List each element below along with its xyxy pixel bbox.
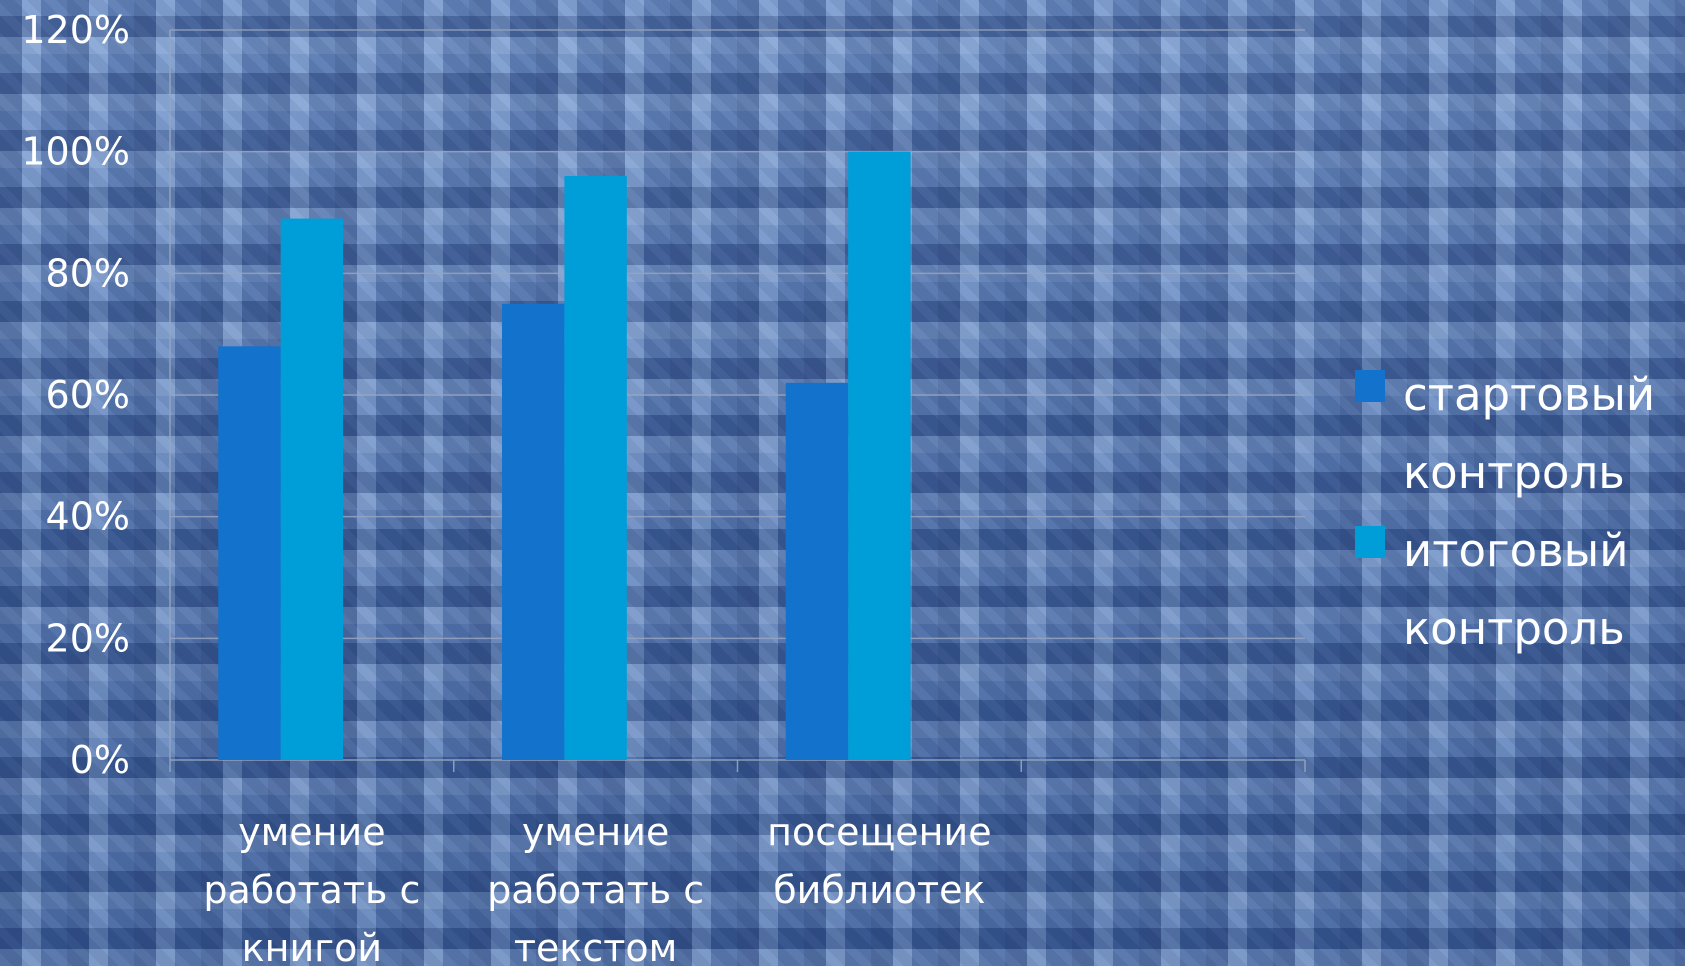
legend-label-final-line2: контроль xyxy=(1403,602,1625,655)
bar-final xyxy=(848,151,911,760)
gridlines xyxy=(170,29,1305,640)
legend-swatch-start xyxy=(1355,370,1385,402)
y-tick-label: 100% xyxy=(21,130,130,174)
y-tick-labels: 0% 20% 40% 60% 80% 100% 120% xyxy=(21,8,130,782)
bar-start xyxy=(785,382,849,760)
y-tick-label: 40% xyxy=(46,495,130,539)
legend-label-final-line1: итоговый xyxy=(1403,524,1629,577)
legend-label-start-line1: стартовый xyxy=(1403,368,1656,421)
x-tick-label: умение xyxy=(238,810,385,854)
legend-item-start: стартовый контроль xyxy=(1355,356,1680,512)
bar-final xyxy=(280,218,344,761)
x-tick-label: работать с xyxy=(203,868,420,912)
x-tick-label: посещение xyxy=(767,810,991,854)
axes xyxy=(169,30,1306,772)
y-tick-label: 80% xyxy=(46,251,130,295)
y-tick-label: 60% xyxy=(46,373,130,417)
x-tick-labels: умение работать с книгой умение работать с те… xyxy=(203,810,991,966)
legend-label-start-line2: контроль xyxy=(1403,446,1625,499)
x-tick-label: умение xyxy=(522,810,669,854)
x-tick-label: книгой xyxy=(242,926,382,966)
legend-swatch-final xyxy=(1355,526,1385,558)
legend: стартовый контроль итоговый контроль xyxy=(1355,356,1680,668)
y-tick-label: 0% xyxy=(70,738,130,782)
x-tick-label: работать с xyxy=(487,868,704,912)
legend-item-final: итоговый контроль xyxy=(1355,512,1680,668)
bar-final xyxy=(564,176,627,760)
x-tick-label: библиотек xyxy=(773,868,985,912)
x-tick-label: текстом xyxy=(514,926,677,966)
y-tick-label: 20% xyxy=(46,616,130,660)
bar-start xyxy=(218,346,281,760)
bars xyxy=(218,151,911,761)
y-tick-label: 120% xyxy=(21,8,130,52)
bar-start xyxy=(501,303,565,760)
